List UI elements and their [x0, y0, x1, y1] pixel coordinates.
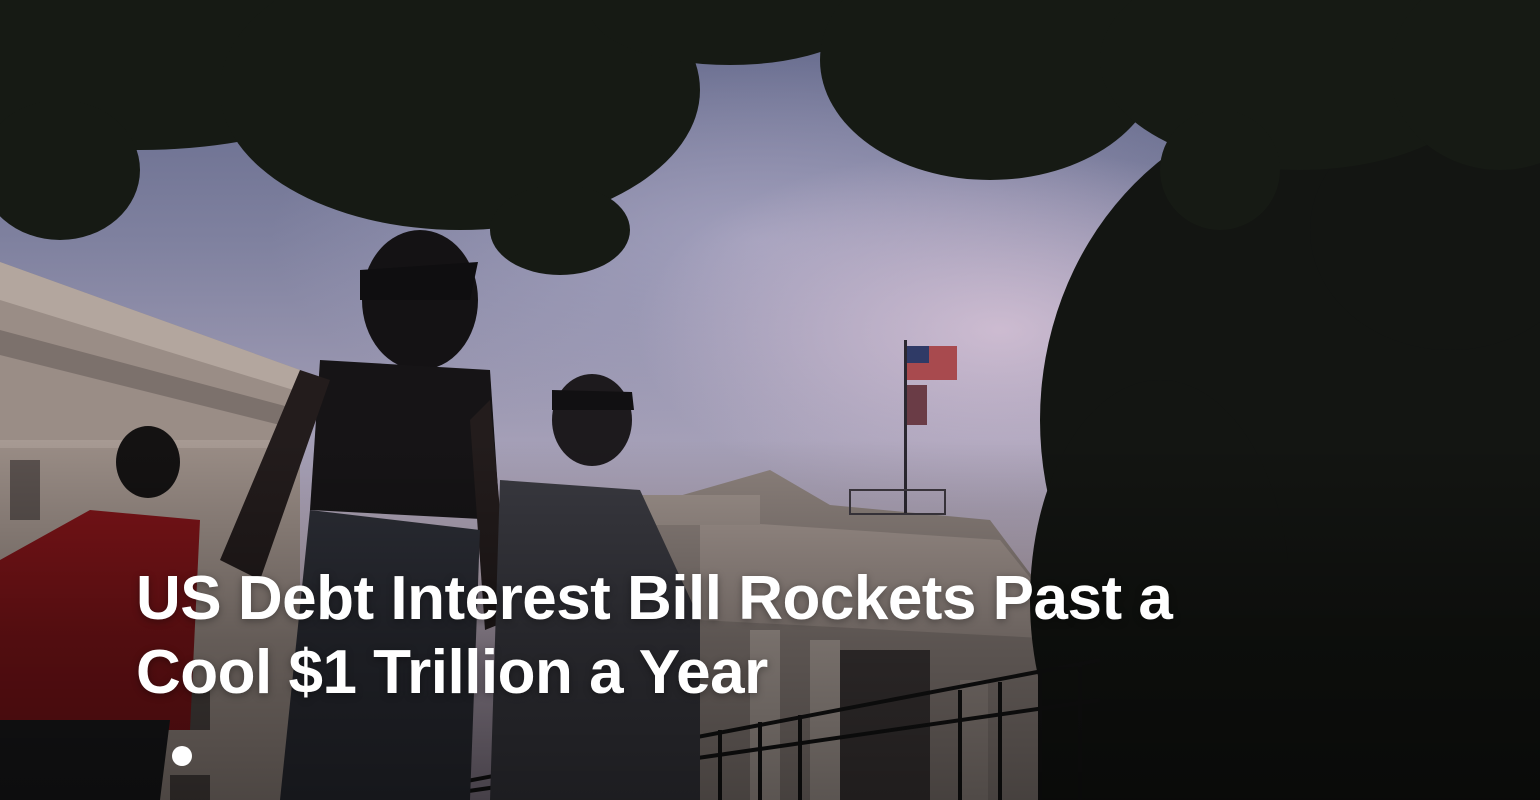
- carousel-dot-active[interactable]: [172, 746, 192, 766]
- article-headline[interactable]: US Debt Interest Bill Rockets Past a Coo…: [136, 562, 1316, 710]
- headline-line-2: Cool $1 Trillion a Year: [136, 638, 768, 707]
- carousel-pagination: [172, 746, 192, 766]
- headline-line-1: US Debt Interest Bill Rockets Past a: [136, 564, 1173, 633]
